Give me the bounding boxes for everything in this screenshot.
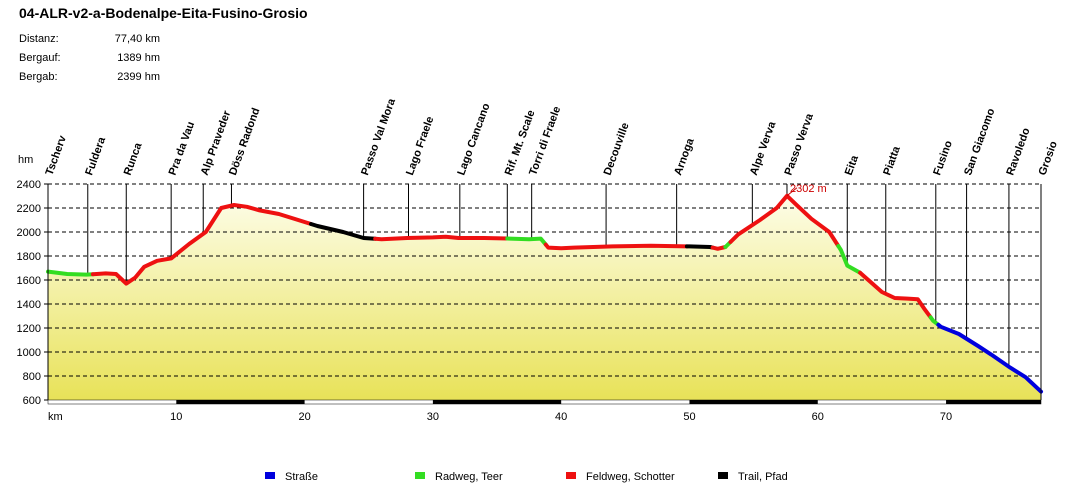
elevation-fill [48, 195, 1041, 400]
waypoint-label: Grosio [1037, 139, 1060, 177]
km-band-segment [946, 400, 1041, 404]
waypoint-label: Piatta [881, 144, 903, 177]
peak-marker [786, 187, 798, 197]
surface-profile-line [46, 193, 1043, 394]
x-tick-label: 70 [940, 411, 952, 423]
surface-segment [684, 244, 715, 250]
stat-value: 2399 hm [117, 71, 160, 83]
waypoint-label: Fusino [931, 139, 955, 177]
waypoint-label: Fuldera [83, 135, 108, 177]
surface-segment [858, 270, 933, 320]
legend-swatch [265, 472, 275, 479]
x-tick-label: 60 [812, 411, 824, 423]
legend-swatch [566, 472, 576, 479]
surface-segment [505, 236, 548, 247]
legend: Straße Radweg, Teer Feldweg, Schotter Trail… [265, 471, 788, 483]
legend-swatch [718, 472, 728, 479]
peak-elevation-label: 2302 m [790, 183, 827, 195]
x-tick-label: 20 [298, 411, 310, 423]
legend-label: Radweg, Teer [435, 471, 503, 483]
x-tick-label: 40 [555, 411, 567, 423]
stat-label: Bergab: [19, 71, 58, 83]
surface-segment [710, 245, 728, 251]
surface-segment [543, 242, 689, 251]
waypoint-label: Alpe Verva [748, 119, 779, 177]
waypoint-label: Passo Verva [783, 111, 817, 177]
legend-label: Feldweg, Schotter [586, 471, 675, 483]
x-axis-label: km [48, 411, 63, 423]
km-band-segment [432, 400, 562, 404]
surface-segment [728, 193, 841, 248]
waypoint-label: Runca [122, 141, 145, 178]
grid-lines [48, 183, 1041, 377]
surface-segment [46, 269, 95, 277]
km-band-segment [176, 400, 305, 404]
axes: 600 800 1000 1200 1400 1600 1800 2000 2200 2400 10… [17, 179, 1042, 423]
legend-label: Straße [285, 471, 318, 483]
km-band-segment [689, 400, 818, 404]
y-tick-label: 2400 [17, 179, 41, 191]
waypoint-label: Arnoga [672, 136, 697, 177]
legend-label: Trail, Pfad [738, 471, 788, 483]
waypoint-label: Tscherv [44, 133, 70, 177]
stat-value: 77,40 km [115, 33, 160, 45]
x-tick-label: 30 [427, 411, 439, 423]
surface-segment [928, 315, 941, 327]
surface-segment [309, 222, 378, 241]
y-tick-label: 1400 [17, 299, 41, 311]
surface-segment [936, 322, 1043, 394]
y-tick-label: 1000 [17, 347, 41, 359]
y-tick-label: 600 [23, 395, 41, 407]
y-tick-label: 1600 [17, 275, 41, 287]
waypoint-label: Ravoledo [1004, 126, 1032, 177]
y-tick-label: 2200 [17, 203, 41, 215]
y-tick-label: 1800 [17, 251, 41, 263]
stat-value: 1389 hm [117, 52, 160, 64]
waypoint-label: Lago Cancano [455, 101, 492, 177]
waypoint-label: Passo Val Mora [359, 96, 398, 177]
waypoint-label: Döss Radond [227, 106, 263, 177]
waypoint-label: San Giacomo [962, 107, 997, 177]
surface-segment [373, 234, 510, 242]
stat-label: Bergauf: [19, 52, 61, 64]
surface-segment [836, 244, 863, 275]
stat-label: Distanz: [19, 33, 59, 45]
chart-title: 04-ALR-v2-a-Bodenalpe-Eita-Fusino-Grosio [19, 5, 308, 21]
legend-swatch [415, 472, 425, 479]
y-tick-label: 800 [23, 371, 41, 383]
waypoint-label: Eita [843, 153, 861, 177]
x-tick-label: 50 [683, 411, 695, 423]
y-axis-label: hm [18, 154, 33, 166]
surface-segment [90, 203, 313, 286]
elevation-area [48, 195, 1041, 400]
x-tick-label: 10 [170, 411, 182, 423]
waypoint-label: Pra da Vau [167, 120, 198, 177]
y-tick-label: 1200 [17, 323, 41, 335]
y-tick-label: 2000 [17, 227, 41, 239]
waypoint-label: Decouville [602, 121, 632, 177]
route-stats: Distanz: 77,40 km Bergauf: 1389 hm Bergab: 23… [19, 33, 160, 83]
waypoint-label: Lago Fraele [404, 115, 436, 177]
